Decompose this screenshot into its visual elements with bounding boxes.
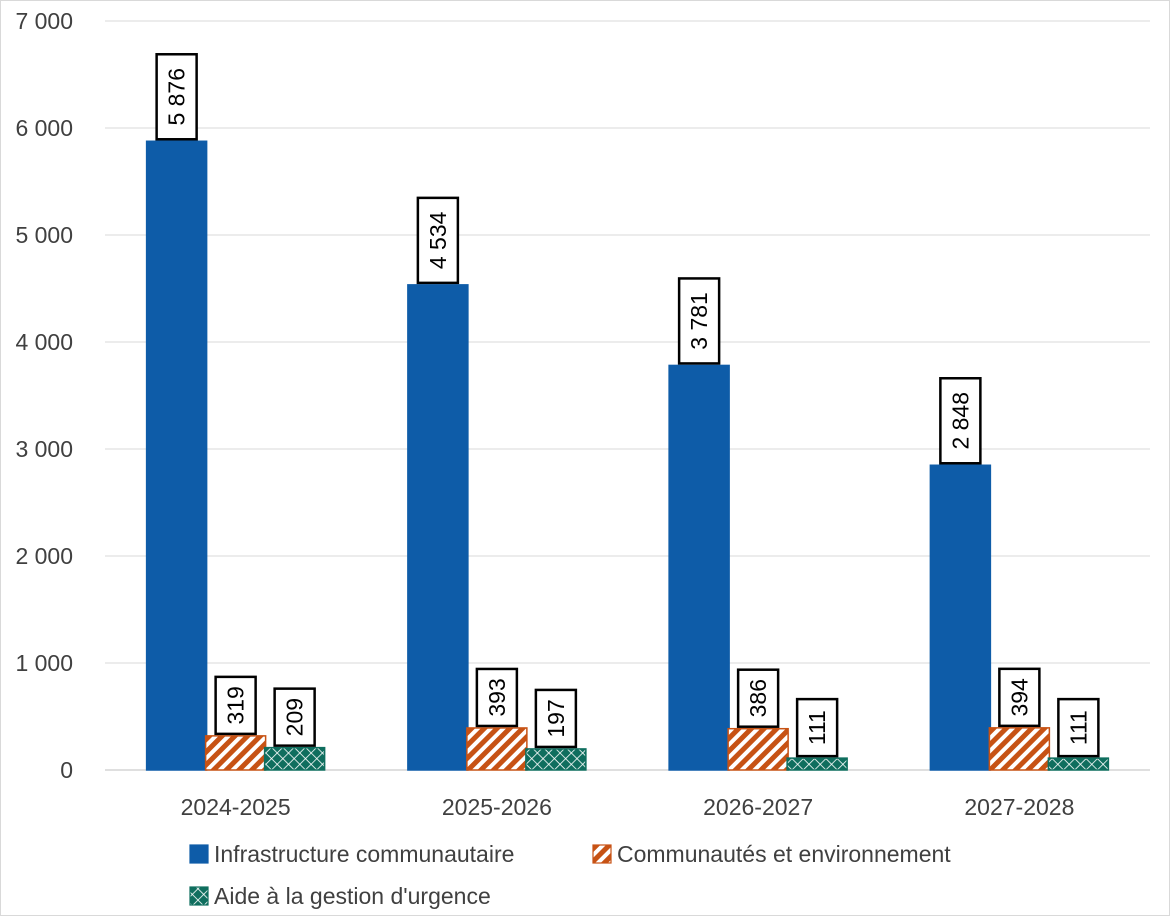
x-category-label: 2025-2026 — [442, 794, 552, 820]
legend: Infrastructure communautaire Communautés … — [189, 841, 951, 909]
data-label: 5 876 — [164, 68, 190, 126]
legend-label: Infrastructure communautaire — [214, 841, 514, 867]
data-label: 197 — [543, 699, 569, 737]
data-label-box — [475, 667, 519, 728]
data-label-box — [795, 697, 839, 758]
data-label-box — [736, 668, 780, 728]
bar-urgence — [1047, 757, 1110, 771]
data-label: 394 — [1006, 678, 1032, 717]
y-axis-ticks: 0 1 000 2 000 3 000 4 000 5 000 6 000 7 000 — [15, 8, 73, 783]
data-label: 111 — [1065, 710, 1091, 745]
y-tick-label: 1 000 — [15, 650, 73, 676]
y-tick-label: 2 000 — [15, 543, 73, 569]
bar-urgence — [525, 748, 587, 771]
bar-communautes — [466, 727, 528, 771]
y-tick-label: 6 000 — [15, 115, 73, 141]
data-label: 4 534 — [425, 211, 451, 269]
data-label-box — [214, 675, 257, 736]
bar-communautes — [727, 727, 789, 771]
data-label: 2 848 — [947, 392, 973, 450]
data-label-box — [273, 687, 316, 747]
bar-urgence — [263, 746, 326, 771]
data-label: 319 — [223, 686, 249, 724]
x-category-label: 2026-2027 — [703, 794, 813, 820]
bar-communautes — [988, 727, 1051, 771]
y-tick-label: 3 000 — [15, 436, 73, 462]
data-label-box — [1057, 697, 1100, 758]
legend-label: Communautés et environnement — [617, 841, 951, 867]
y-tick-label: 5 000 — [15, 222, 73, 248]
bar-infrastructure — [407, 284, 469, 771]
data-label: 386 — [745, 679, 771, 717]
legend-swatch — [189, 844, 209, 864]
legend-swatch — [592, 844, 612, 864]
bars — [145, 140, 1110, 771]
data-label: 209 — [282, 698, 308, 736]
data-labels: 5 876 319 209 4 534 393 197 3 781 386 111 2 848 39… — [155, 53, 1100, 758]
data-label: 3 781 — [686, 292, 712, 350]
legend-swatch — [189, 886, 209, 906]
bar-communautes — [204, 735, 267, 771]
x-category-label: 2027-2028 — [964, 794, 1074, 820]
y-tick-label: 0 — [60, 757, 73, 783]
x-axis-categories: 2024-2025 2025-2026 2026-2027 2027-2028 — [181, 794, 1075, 820]
data-label-box — [416, 196, 460, 285]
x-category-label: 2024-2025 — [181, 794, 291, 820]
data-label-box — [155, 53, 198, 141]
data-label-box — [939, 377, 982, 465]
bar-infrastructure — [145, 140, 208, 771]
data-label-box — [534, 688, 578, 749]
y-tick-label: 7 000 — [15, 8, 73, 34]
data-label-box — [998, 667, 1041, 728]
legend-label: Aide à la gestion d'urgence — [214, 883, 491, 909]
bar-urgence — [786, 757, 848, 771]
bar-infrastructure — [929, 464, 992, 771]
bar-infrastructure — [668, 364, 730, 771]
data-label-box — [677, 277, 721, 365]
data-label: 111 — [804, 710, 830, 745]
data-label: 393 — [484, 678, 510, 716]
gridlines — [105, 20, 1150, 771]
y-tick-label: 4 000 — [15, 329, 73, 355]
